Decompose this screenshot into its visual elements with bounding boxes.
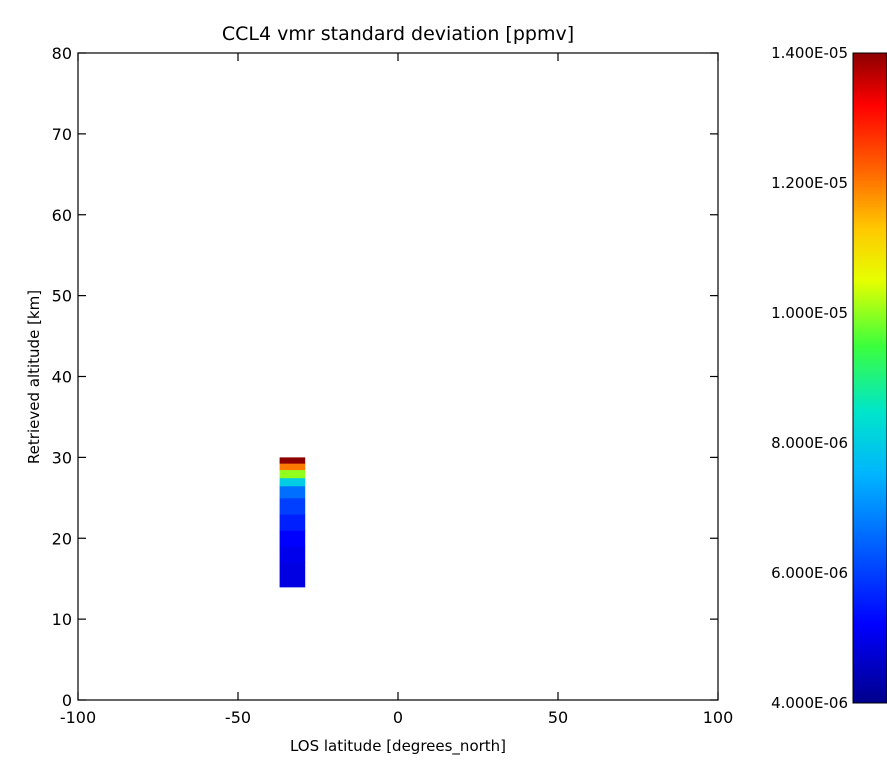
- heatmap-cell-1: [279, 546, 306, 564]
- heatmap-cell-6: [279, 477, 306, 487]
- colorbar-labels: 4.000E-06 6.000E-06 8.000E-06 1.000E-05 1.20…: [771, 44, 848, 712]
- chart-title: CCL4 vmr standard deviation [ppmv]: [222, 23, 574, 45]
- x-axis: -100 -50 0 50 100: [60, 53, 733, 727]
- heatmap-cell-5: [279, 485, 306, 499]
- x-tick-label: -100: [60, 708, 96, 727]
- y-tick-label: 0: [62, 691, 72, 710]
- colorbar-label: 4.000E-06: [771, 694, 848, 712]
- data-cells: [279, 457, 306, 588]
- colorbar-label: 8.000E-06: [771, 434, 848, 452]
- x-tick-label: -50: [225, 708, 251, 727]
- heatmap-cell-9: [279, 457, 306, 464]
- y-tick-label: 20: [52, 529, 72, 548]
- x-axis-label: LOS latitude [degrees_north]: [290, 737, 506, 756]
- y-tick-label: 60: [52, 206, 72, 225]
- x-tick-label: 0: [393, 708, 403, 727]
- heatmap-cell-4: [279, 497, 306, 515]
- x-tick-label: 50: [548, 708, 568, 727]
- colorbar-label: 1.400E-05: [771, 44, 848, 62]
- y-tick-label: 80: [52, 44, 72, 63]
- y-axis: 0 10 20 30 40 50 60 70 80: [52, 44, 718, 710]
- heatmap-cell-7: [279, 469, 306, 479]
- heatmap-cell-0: [279, 562, 306, 588]
- y-axis-label: Retrieved altitude [km]: [25, 290, 43, 464]
- heatmap-cell-3: [279, 513, 306, 531]
- y-tick-label: 70: [52, 125, 72, 144]
- x-tick-label: 100: [703, 708, 734, 727]
- colorbar-label: 1.000E-05: [771, 304, 848, 322]
- y-tick-label: 50: [52, 287, 72, 306]
- heatmap-cell-2: [279, 530, 306, 547]
- plot-frame: [77, 52, 719, 701]
- heatmap-cell-8: [279, 463, 306, 471]
- colorbar-label: 6.000E-06: [771, 564, 848, 582]
- colorbar: [852, 52, 887, 704]
- y-tick-label: 30: [52, 448, 72, 467]
- y-tick-label: 10: [52, 610, 72, 629]
- colorbar-label: 1.200E-05: [771, 174, 848, 192]
- y-tick-label: 40: [52, 368, 72, 387]
